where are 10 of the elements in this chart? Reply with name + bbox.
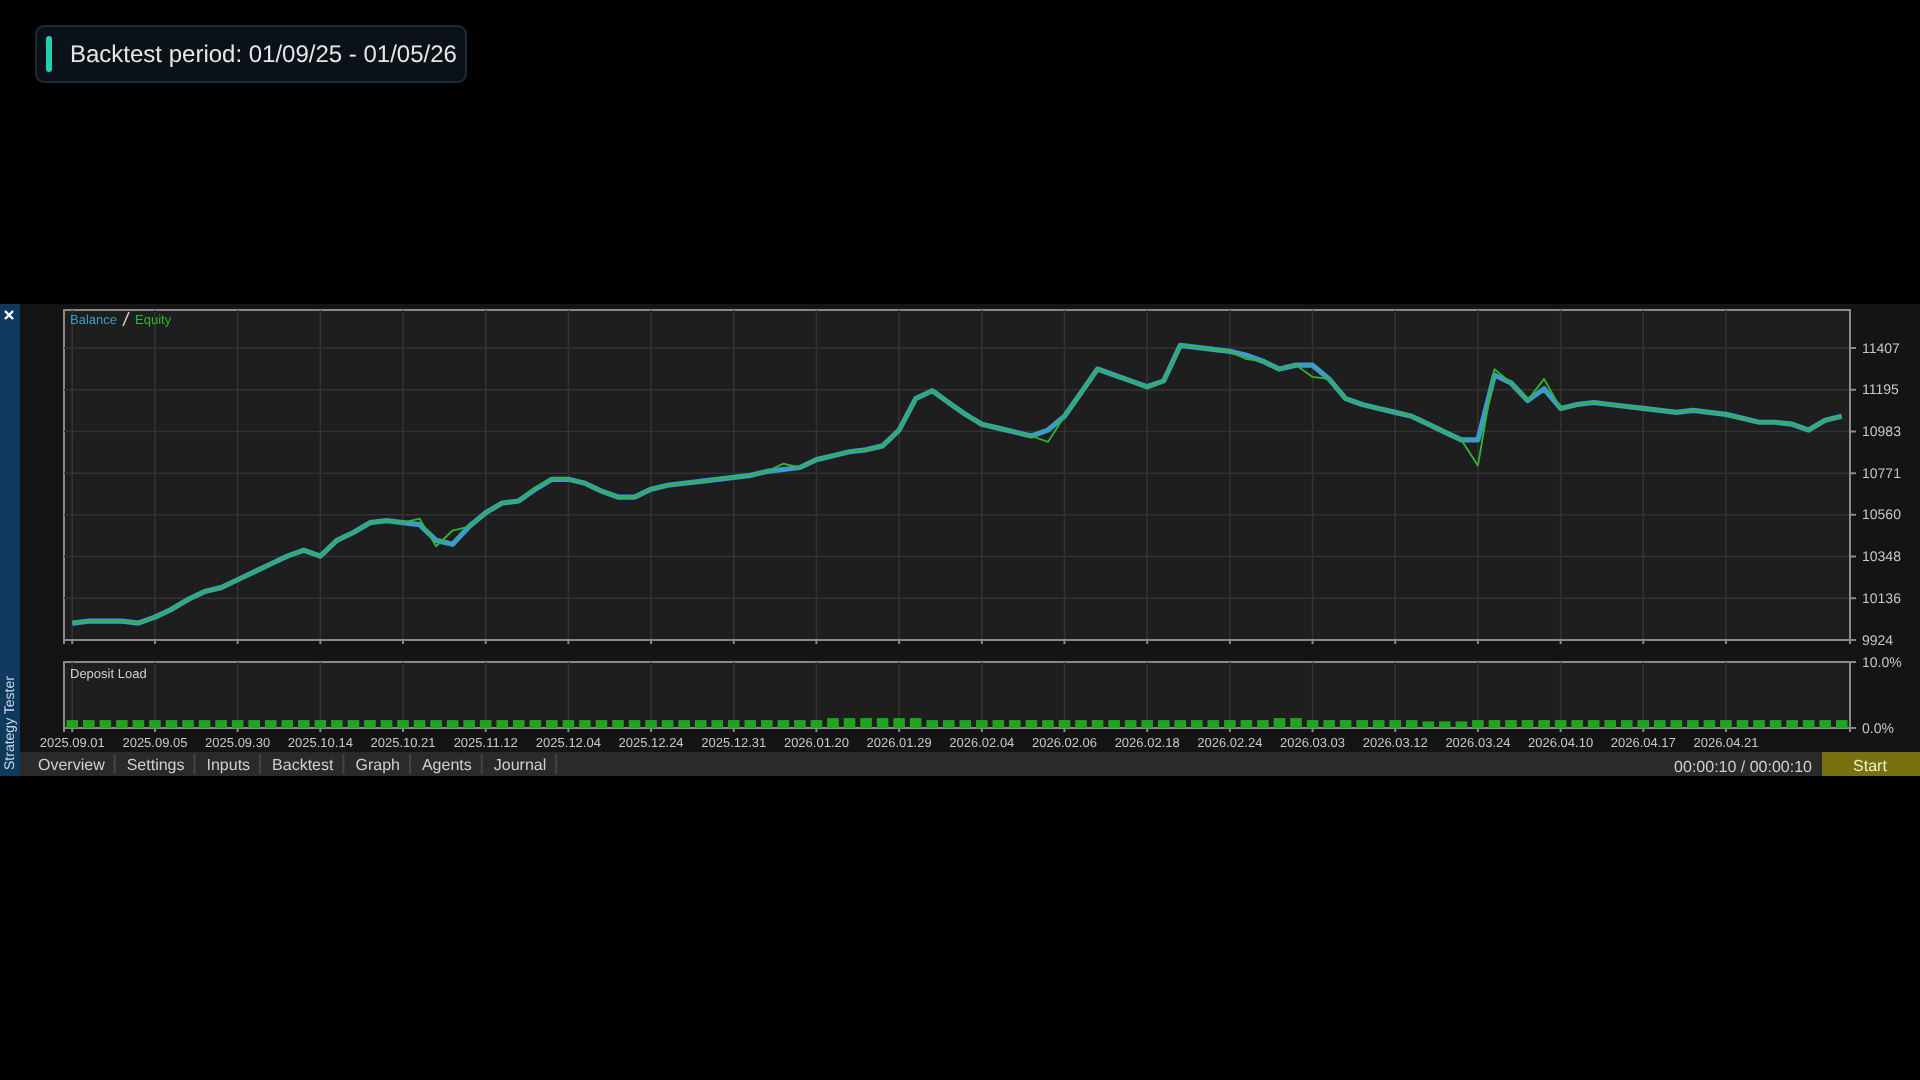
text: Journal: [493, 756, 547, 774]
text: 00:00:10 / 00:00:10: [1674, 758, 1814, 776]
text: Overview: [38, 756, 106, 774]
text: Settings: [126, 756, 185, 774]
text: Agents: [421, 756, 472, 774]
chart-title: Backtest period: 01/09/25 - 01/05/26: [70, 40, 458, 68]
text: Inputs: [206, 756, 251, 774]
text: Backtest: [272, 756, 336, 774]
text: Graph: [355, 756, 400, 774]
text: Start: [1853, 757, 1889, 775]
